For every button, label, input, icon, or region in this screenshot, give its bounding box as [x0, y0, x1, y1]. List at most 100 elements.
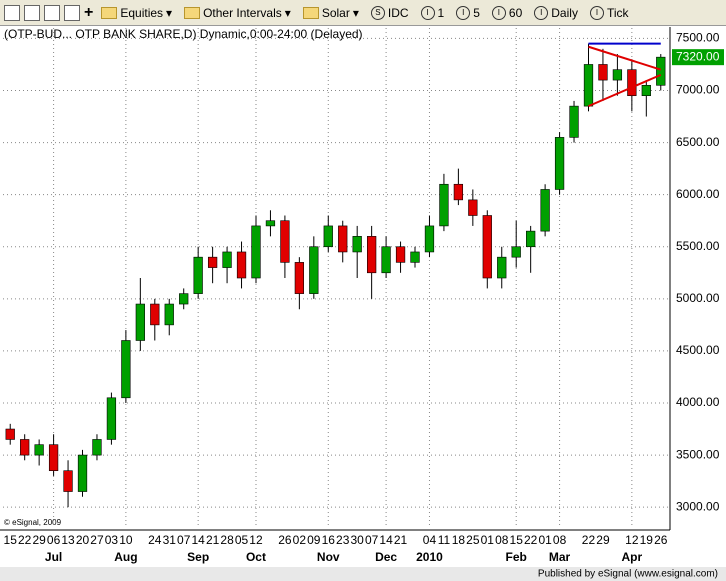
icon[interactable] [24, 4, 40, 21]
x-tick-label: 26 [654, 533, 668, 547]
candle-body [150, 303, 160, 326]
candle-body [338, 225, 348, 253]
label: Daily [551, 5, 578, 20]
x-tick-label: 21 [394, 533, 408, 547]
button[interactable]: I Tick [586, 5, 633, 20]
candle-body [656, 56, 666, 86]
candle-body [453, 183, 464, 201]
x-tick-label: 01 [481, 533, 495, 547]
trendline [588, 45, 662, 71]
x-tick-label: 15 [510, 533, 524, 547]
candle-body [352, 236, 362, 253]
trendline [588, 73, 662, 108]
icon[interactable] [4, 4, 20, 21]
menu-button[interactable]: Equities ▾ [97, 6, 176, 20]
icon[interactable] [64, 4, 80, 21]
label: Equities [120, 5, 164, 20]
month-label: Mar [549, 550, 571, 564]
x-tick-label: 08 [553, 533, 567, 547]
candle-body [468, 199, 478, 216]
x-tick-label: 06 [47, 533, 61, 547]
candle-body [641, 84, 651, 97]
x-tick-label: 11 [438, 533, 451, 547]
y-tick-label: 4000.00 [676, 395, 720, 409]
x-tick-label: 03 [105, 533, 119, 547]
chart-bg [0, 27, 726, 567]
candle-body [179, 293, 189, 305]
x-tick-label: 07 [365, 533, 379, 547]
candle-body [323, 225, 333, 248]
candle-body [280, 220, 290, 263]
x-tick-label: 30 [351, 533, 365, 547]
candle-body [482, 215, 492, 279]
menu-button[interactable]: Other Intervals ▾ [180, 6, 295, 20]
x-tick-label: 24 [148, 533, 162, 547]
candle-body [5, 428, 15, 440]
candle-body [598, 64, 608, 81]
x-tick-label: 15 [4, 533, 18, 547]
candle-body [106, 397, 117, 440]
x-tick-label: 07 [177, 533, 191, 547]
month-label: Oct [246, 550, 266, 564]
candle-body [20, 439, 30, 456]
x-tick-label: 22 [18, 533, 32, 547]
menu-button[interactable]: Solar ▾ [299, 6, 363, 20]
x-tick-label: 31 [163, 533, 177, 547]
candle-body [135, 303, 145, 341]
x-tick-label: 20 [76, 533, 90, 547]
month-label: Nov [317, 550, 340, 564]
y-tick-label: 6000.00 [676, 187, 720, 201]
candle-body [121, 340, 131, 399]
x-tick-label: 29 [596, 533, 610, 547]
x-tick-label: 12 [249, 533, 263, 547]
candle-body [583, 64, 594, 107]
candle-body [48, 444, 59, 472]
candle-body [424, 225, 435, 253]
x-tick-label: 23 [336, 533, 350, 547]
button[interactable]: S IDC [367, 5, 413, 20]
x-tick-label: 01 [538, 533, 552, 547]
candle-body [612, 69, 623, 81]
x-tick-label: 02 [293, 533, 307, 547]
label: Tick [606, 5, 629, 20]
icon[interactable] [44, 4, 60, 21]
footer: Published by eSignal (www.esignal.com) [538, 569, 718, 580]
candle-body [410, 251, 420, 263]
label: 60 [508, 5, 523, 20]
y-tick-label: 5000.00 [676, 291, 720, 305]
candle-body [526, 230, 536, 248]
x-tick-label: 29 [32, 533, 46, 547]
candle-body [367, 236, 377, 274]
copyright: © eSignal, 2009 [4, 518, 62, 527]
label: 1 [437, 5, 445, 20]
x-tick-label: 13 [61, 533, 75, 547]
label: IDC [387, 5, 409, 20]
add-icon[interactable]: + [84, 3, 94, 21]
candle-body [92, 439, 102, 456]
x-tick-label: 19 [640, 533, 654, 547]
x-tick-label: 27 [90, 533, 104, 547]
candle-body [395, 246, 406, 263]
candle-body [554, 137, 565, 190]
month-label: Jul [45, 550, 62, 564]
candle-body [511, 246, 521, 258]
candle-body [309, 246, 319, 294]
x-tick-label: 14 [191, 533, 205, 547]
button[interactable]: I Daily [530, 5, 582, 20]
button[interactable]: I 60 [488, 5, 526, 20]
y-tick-label: 3000.00 [676, 499, 720, 513]
x-tick-label: 12 [625, 533, 639, 547]
y-tick-label: 7500.00 [676, 31, 720, 45]
footer-bg [0, 567, 726, 581]
month-label: Sep [187, 550, 209, 564]
candle-body [34, 444, 44, 456]
y-tick-label: 5500.00 [676, 239, 720, 253]
month-label: 2010 [416, 550, 443, 564]
candle-body [439, 183, 449, 227]
candle-body [627, 69, 637, 97]
x-tick-label: 04 [423, 533, 437, 547]
label: Solar [321, 5, 350, 20]
x-tick-label: 28 [220, 533, 234, 547]
